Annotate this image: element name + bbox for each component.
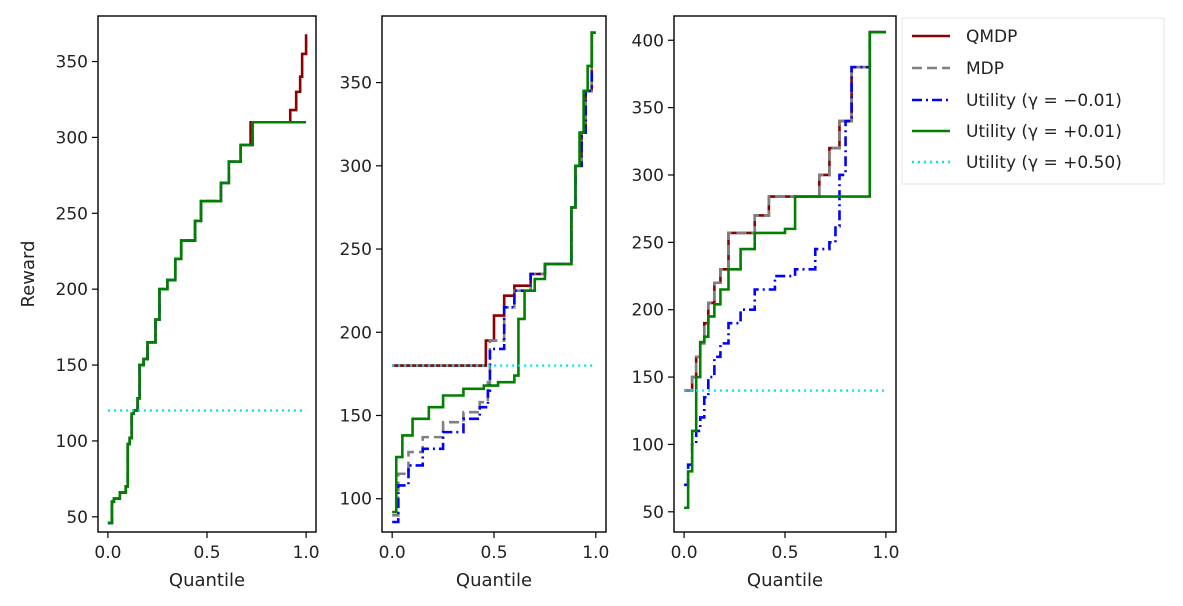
panel-1-series xyxy=(107,34,308,525)
legend-frame xyxy=(901,17,1165,185)
panel-2-series xyxy=(392,31,596,524)
legend-label-mdp: MDP xyxy=(966,59,1004,79)
panel-1-xlabel: Quantile xyxy=(169,570,245,591)
panel-1-ytick-label: 250 xyxy=(56,204,88,224)
panel-3-series-utility-neg0-01 xyxy=(684,30,886,487)
panel-3-xtick-label: 1.0 xyxy=(872,543,899,563)
panel-3: 0.0 0.5 1.0 50 100 150 200 250 300 350 400 Quantile xyxy=(632,15,899,591)
panel-2-ytick-label: 100 xyxy=(340,490,372,510)
panel-3-ytick-label: 50 xyxy=(642,503,664,523)
panel-3-series xyxy=(684,30,886,510)
legend-label-utility-pos-050: Utility (γ = +0.50) xyxy=(966,153,1122,173)
panel-1-ytick-label: 50 xyxy=(66,508,88,528)
legend: QMDP MDP Utility (γ = −0.01) Utility (γ … xyxy=(901,17,1165,185)
panel-1-xtick-label: 0.0 xyxy=(94,543,121,563)
panel-1-series-qmdp xyxy=(107,34,308,525)
legend-label-qmdp: QMDP xyxy=(966,27,1017,47)
panel-3-series-utility-pos0-01 xyxy=(684,30,886,510)
panel-1: 0.0 0.5 1.0 50 100 150 200 250 300 350 Quantile Rew… xyxy=(18,15,320,591)
panel-1-ylabel: Reward xyxy=(18,240,39,307)
panel-3-xtick-label: 0.0 xyxy=(671,543,698,563)
panel-2-ytick-label: 200 xyxy=(340,323,372,343)
panel-3-series-qmdp xyxy=(684,30,886,392)
panel-2-ytick-label: 150 xyxy=(340,406,372,426)
panel-1-ytick-label: 100 xyxy=(56,432,88,452)
panel-1-ytick-label: 200 xyxy=(56,280,88,300)
panel-1-ytick-label: 150 xyxy=(56,356,88,376)
panel-1-series-mdp xyxy=(107,120,307,525)
panel-2-xtick-label: 0.0 xyxy=(379,543,406,563)
panel-3-ytick-label: 100 xyxy=(632,435,664,455)
panel-1-ytick-label: 350 xyxy=(56,53,88,73)
panel-3-ytick-label: 400 xyxy=(632,31,664,51)
panel-3-ytick-label: 200 xyxy=(632,301,664,321)
panel-2-ytick-label: 350 xyxy=(340,74,372,94)
panel-1-frame xyxy=(97,15,317,533)
panel-3-xtick-label: 0.5 xyxy=(771,543,798,563)
panel-1-xtick-label: 1.0 xyxy=(293,543,320,563)
panel-3-series-mdp xyxy=(684,30,886,392)
panel-2-frame xyxy=(381,15,607,533)
panel-2-ytick-label: 300 xyxy=(340,157,372,177)
panel-2-xtick-label: 0.5 xyxy=(480,543,507,563)
panel-3-ytick-label: 350 xyxy=(632,99,664,119)
panel-2-ytick-label: 250 xyxy=(340,240,372,260)
panel-2-series-utility-neg0-01 xyxy=(392,31,596,524)
panel-1-ytick-label: 300 xyxy=(56,128,88,148)
panel-3-ytick-label: 250 xyxy=(632,233,664,253)
legend-label-utility-pos-001: Utility (γ = +0.01) xyxy=(966,122,1122,142)
panel-3-ytick-label: 150 xyxy=(632,368,664,388)
panel-1-series-utility-pos0-01 xyxy=(107,120,307,525)
panel-3-ytick-label: 300 xyxy=(632,166,664,186)
panel-3-frame xyxy=(673,15,897,533)
panel-2-xtick-label: 1.0 xyxy=(582,543,609,563)
chart-panels: 0.0 0.5 1.0 50 100 150 200 250 300 350 Quantile Rew… xyxy=(18,15,899,591)
panel-2-series-qmdp xyxy=(392,31,596,367)
panel-1-series-utility-neg0-01 xyxy=(107,120,307,525)
panel-2-series-utility-pos0-01 xyxy=(392,31,596,514)
panel-2: 0.0 0.5 1.0 100 150 200 250 300 350 Quantile xyxy=(340,15,609,591)
panel-2-series-mdp xyxy=(392,31,596,517)
panel-1-xtick-label: 0.5 xyxy=(193,543,220,563)
legend-label-utility-neg-001: Utility (γ = −0.01) xyxy=(966,91,1122,111)
panel-2-xlabel: Quantile xyxy=(456,570,532,591)
panel-3-xlabel: Quantile xyxy=(747,570,823,591)
